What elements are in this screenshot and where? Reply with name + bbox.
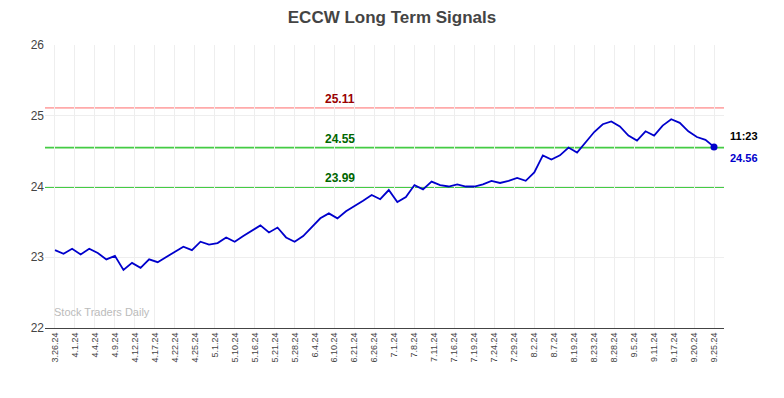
svg-text:8.7.24: 8.7.24 xyxy=(549,333,559,358)
svg-text:26: 26 xyxy=(31,38,45,52)
svg-text:7.24.24: 7.24.24 xyxy=(489,333,499,363)
svg-text:6.10.24: 6.10.24 xyxy=(329,333,339,363)
svg-text:7.16.24: 7.16.24 xyxy=(449,333,459,363)
svg-text:4.17.24: 4.17.24 xyxy=(150,333,160,363)
svg-text:3.26.24: 3.26.24 xyxy=(50,333,60,363)
svg-text:8.2.24: 8.2.24 xyxy=(529,333,539,358)
svg-text:6.21.24: 6.21.24 xyxy=(349,333,359,363)
svg-text:24.56: 24.56 xyxy=(730,152,758,164)
svg-text:8.28.24: 8.28.24 xyxy=(609,333,619,363)
svg-text:24.55: 24.55 xyxy=(325,132,355,146)
svg-text:4.12.24: 4.12.24 xyxy=(130,333,140,363)
svg-text:22: 22 xyxy=(31,321,45,335)
svg-text:8.23.24: 8.23.24 xyxy=(589,333,599,363)
svg-text:25.11: 25.11 xyxy=(325,92,355,106)
svg-text:5.28.24: 5.28.24 xyxy=(290,333,300,363)
svg-text:9.25.24: 9.25.24 xyxy=(709,333,719,363)
svg-text:6.4.24: 6.4.24 xyxy=(310,333,320,358)
svg-text:5.21.24: 5.21.24 xyxy=(270,333,280,363)
svg-text:4.9.24: 4.9.24 xyxy=(110,333,120,358)
svg-text:4.22.24: 4.22.24 xyxy=(170,333,180,363)
svg-text:4.25.24: 4.25.24 xyxy=(190,333,200,363)
svg-text:5.16.24: 5.16.24 xyxy=(250,333,260,363)
svg-text:7.1.24: 7.1.24 xyxy=(389,333,399,358)
svg-text:24: 24 xyxy=(31,180,45,194)
svg-text:4.4.24: 4.4.24 xyxy=(90,333,100,358)
svg-text:9.20.24: 9.20.24 xyxy=(689,333,699,363)
svg-text:7.8.24: 7.8.24 xyxy=(409,333,419,358)
svg-text:Stock Traders Daily: Stock Traders Daily xyxy=(54,306,150,318)
svg-text:7.11.24: 7.11.24 xyxy=(429,333,439,362)
svg-text:4.1.24: 4.1.24 xyxy=(70,333,80,358)
svg-text:11:23: 11:23 xyxy=(730,130,758,142)
svg-text:9.11.24: 9.11.24 xyxy=(649,333,659,362)
svg-text:8.19.24: 8.19.24 xyxy=(569,333,579,363)
svg-text:6.26.24: 6.26.24 xyxy=(369,333,379,363)
svg-text:7.19.24: 7.19.24 xyxy=(469,333,479,363)
svg-text:9.17.24: 9.17.24 xyxy=(669,333,679,363)
svg-text:23.99: 23.99 xyxy=(325,171,355,185)
svg-text:23: 23 xyxy=(31,250,45,264)
svg-text:5.1.24: 5.1.24 xyxy=(210,333,220,358)
svg-text:9.5.24: 9.5.24 xyxy=(629,333,639,358)
svg-text:25: 25 xyxy=(31,109,45,123)
svg-text:5.10.24: 5.10.24 xyxy=(230,333,240,363)
svg-text:7.29.24: 7.29.24 xyxy=(509,333,519,363)
svg-text:ECCW Long Term Signals: ECCW Long Term Signals xyxy=(288,8,496,27)
